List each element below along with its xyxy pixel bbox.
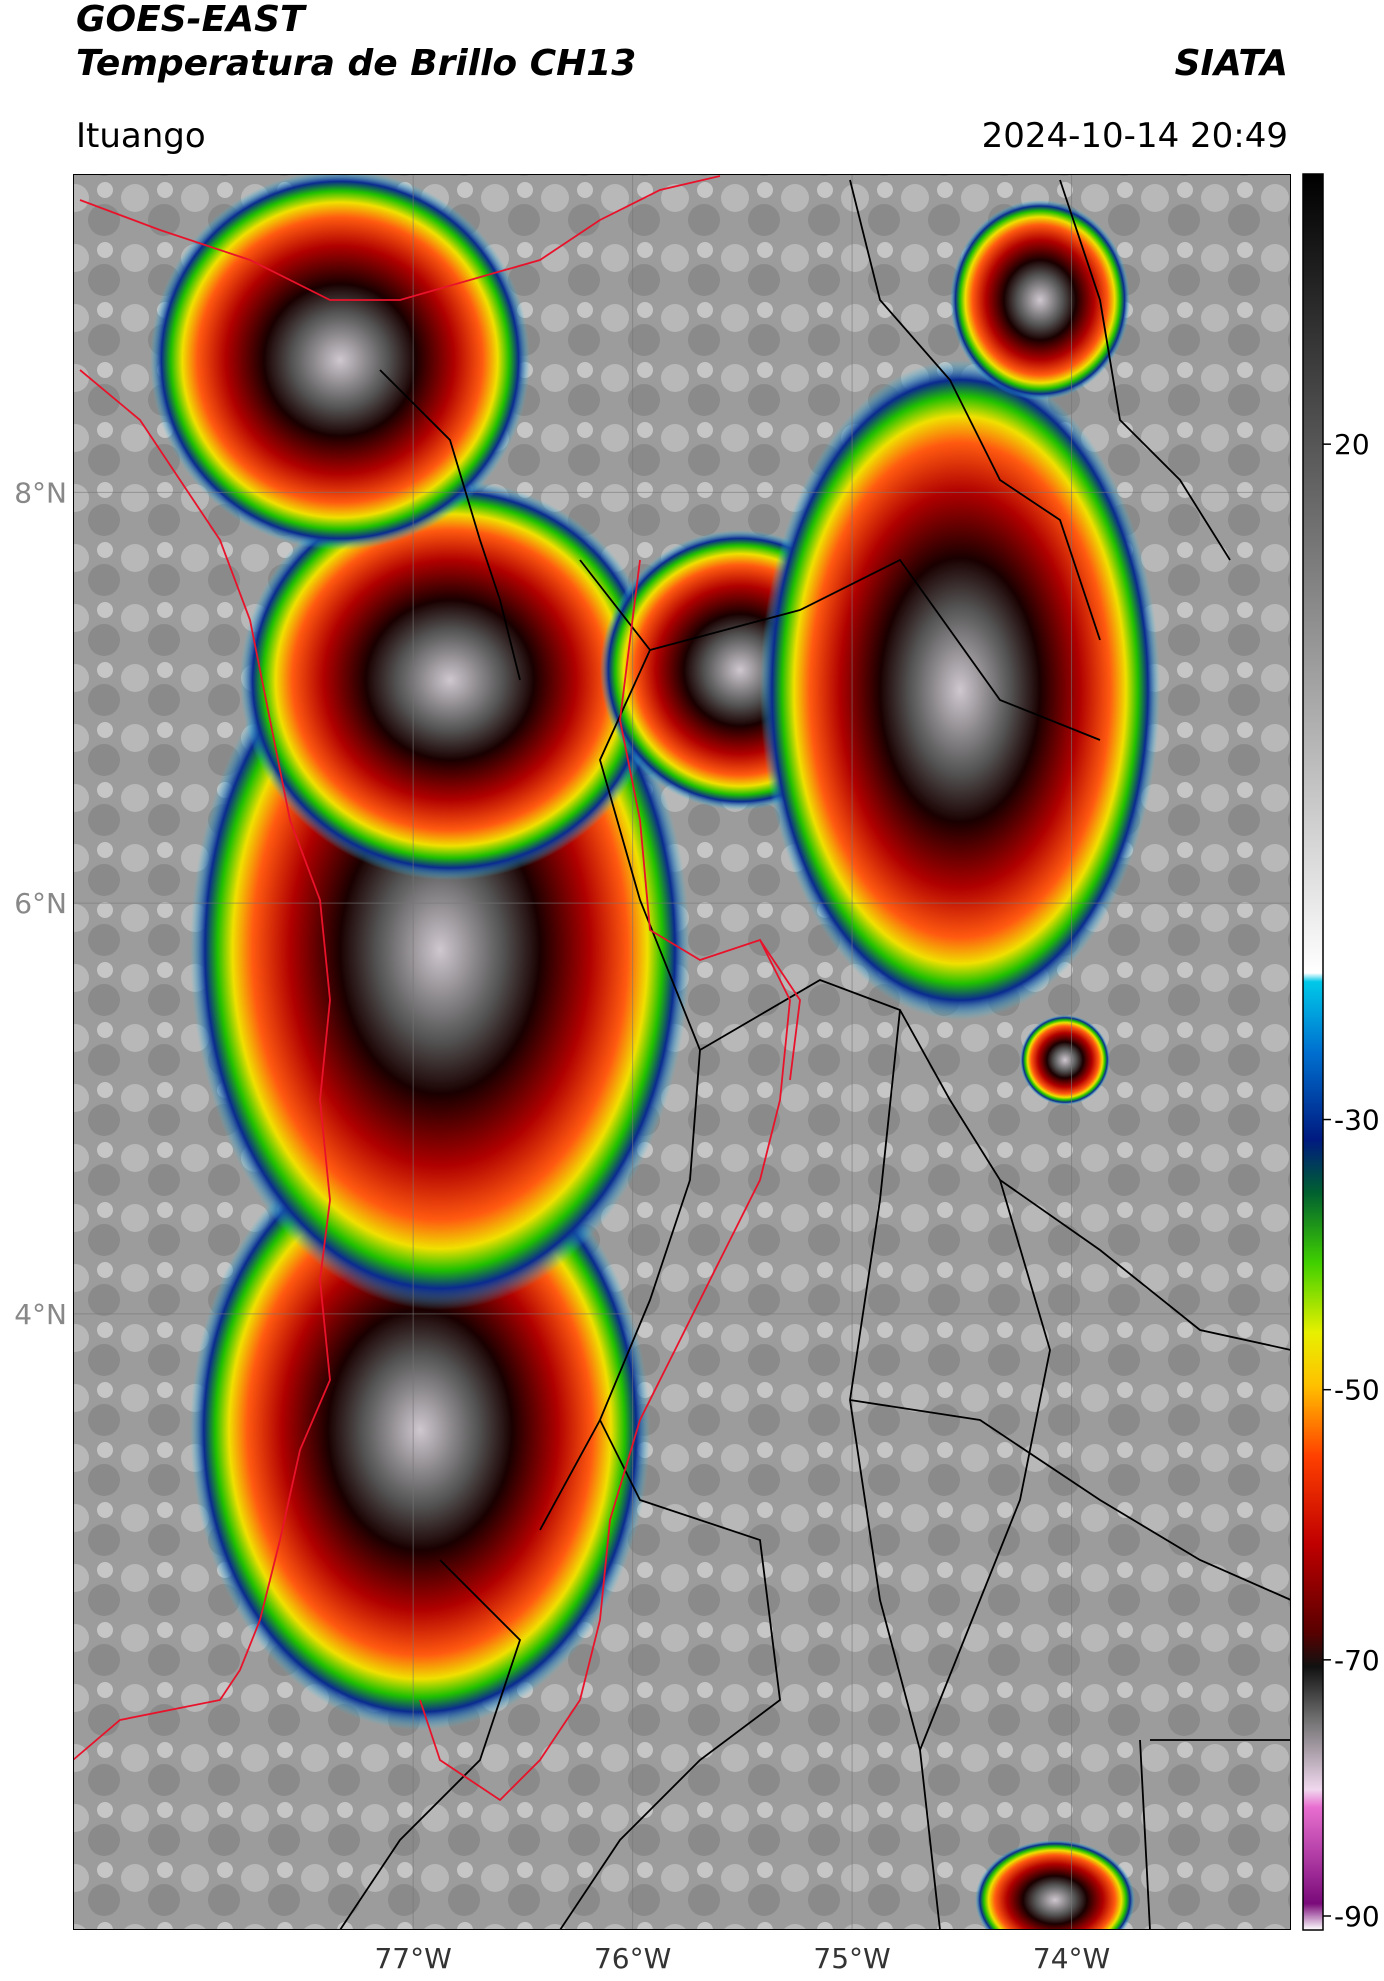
colorbar: 20 -30 -50 -70 -90 <box>1302 173 1380 1933</box>
timestamp-label: 2024-10-14 20:49 <box>981 116 1288 156</box>
map-title: GOES-EAST <box>76 0 305 40</box>
map-subtitle: Temperatura de Brillo CH13 <box>76 43 637 84</box>
lon-tick-label: 74°W <box>1033 1942 1110 1975</box>
map-area <box>73 174 1291 1930</box>
colorbar-tick-label: -30 <box>1334 1104 1380 1137</box>
storm-cluster-northeast <box>950 200 1130 400</box>
storm-cluster-north-central <box>240 480 660 880</box>
storm-cluster-east <box>760 360 1160 1020</box>
brand-label: SIATA <box>1174 43 1288 84</box>
department-borders <box>339 179 1291 1930</box>
country-borders <box>73 175 801 1802</box>
lon-tick-label: 75°W <box>813 1942 890 1975</box>
colorbar-tick-label: 20 <box>1334 428 1370 461</box>
colorbar-gradient <box>1302 173 1324 1931</box>
lon-tick-label: 77°W <box>374 1942 451 1975</box>
lon-tick-label: 76°W <box>594 1942 671 1975</box>
storm-cell-small <box>1020 1015 1110 1105</box>
lat-tick-label: 6°N <box>14 887 67 920</box>
colorbar-tick-label: -90 <box>1334 1900 1380 1933</box>
storm-cluster-northwest <box>150 174 530 550</box>
colorbar-tick-label: -50 <box>1334 1374 1380 1407</box>
longitude-labels: 77°W 76°W 75°W 74°W <box>374 1942 1110 1975</box>
region-label: Ituango <box>76 116 206 156</box>
colorbar-ticks: 20 -30 -50 -70 -90 <box>1323 428 1380 1933</box>
colorbar-tick-label: -70 <box>1334 1644 1380 1677</box>
lat-tick-label: 8°N <box>14 476 67 509</box>
latitude-labels: 8°N 6°N 4°N <box>14 476 67 1331</box>
storm-cell-bottom <box>975 1840 1135 1930</box>
gridlines <box>73 174 1291 1930</box>
lat-tick-label: 4°N <box>14 1298 67 1331</box>
